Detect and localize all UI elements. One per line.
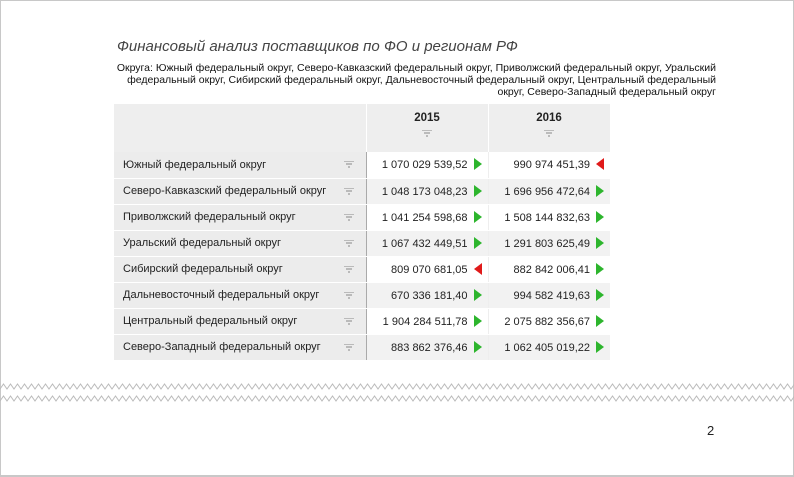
trend-up-icon <box>473 210 482 223</box>
table-row: Дальневосточный федеральный округ 670 33… <box>114 282 610 309</box>
filter-description: Округа: Южный федеральный округ, Северо-… <box>116 62 716 98</box>
filter-icon[interactable] <box>343 161 354 168</box>
data-table: 2015 2016 Южный федеральный округ 1 070 … <box>114 104 611 361</box>
cell-2016: 1 062 405 019,22 <box>488 334 610 361</box>
cell-2016: 1 696 956 472,64 <box>488 178 610 205</box>
trend-up-icon <box>596 340 604 353</box>
cell-2016: 990 974 451,39 <box>488 152 610 179</box>
filter-icon[interactable] <box>343 291 354 299</box>
table-row: Уральский федеральный округ 1 067 432 44… <box>114 230 610 257</box>
row-label[interactable]: Центральный федеральный округ <box>114 308 367 335</box>
column-header-2016[interactable]: 2016 <box>488 104 611 152</box>
header-corner <box>114 104 367 152</box>
trend-up-icon <box>596 184 604 197</box>
table-row: Северо-Западный федеральный округ 883 86… <box>114 334 610 361</box>
cell-2015: 1 048 173 048,23 <box>366 178 489 205</box>
filter-icon[interactable] <box>343 343 354 351</box>
filter-icon[interactable] <box>343 187 354 195</box>
table-header: 2015 2016 <box>114 104 611 152</box>
cell-2016: 1 508 144 832,63 <box>488 204 610 231</box>
row-label[interactable]: Северо-Кавказский федеральный округ <box>114 178 367 205</box>
trend-up-icon <box>596 236 604 249</box>
table-row: Приволжский федеральный округ 1 041 254 … <box>114 204 610 231</box>
cell-2016: 882 842 006,41 <box>488 256 610 283</box>
filter-icon[interactable] <box>343 239 354 247</box>
report-title: Финансовый анализ поставщиков по ФО и ре… <box>117 38 518 55</box>
row-label[interactable]: Южный федеральный округ <box>114 152 367 179</box>
cell-2015: 883 862 376,46 <box>366 334 489 361</box>
page-number: 2 <box>707 423 715 438</box>
page-break-top-edge <box>0 383 794 390</box>
cell-2015: 809 070 681,05 <box>366 256 489 283</box>
table-row: Центральный федеральный округ 1 904 284 … <box>114 308 610 335</box>
trend-up-icon <box>473 340 482 353</box>
filter-icon[interactable] <box>422 130 432 137</box>
column-header-2015[interactable]: 2015 <box>366 104 489 152</box>
trend-up-icon <box>473 314 482 327</box>
trend-up-icon <box>596 288 604 301</box>
trend-up-icon <box>473 158 482 171</box>
page-break-bottom-edge <box>0 395 794 402</box>
trend-down-icon <box>473 262 482 275</box>
filter-icon[interactable] <box>343 317 354 325</box>
cell-2015: 670 336 181,40 <box>366 282 489 309</box>
cell-2016: 994 582 419,63 <box>488 282 610 309</box>
filter-icon[interactable] <box>343 265 354 273</box>
row-label[interactable]: Северо-Западный федеральный округ <box>114 334 367 361</box>
trend-up-icon <box>473 184 482 197</box>
trend-up-icon <box>596 314 604 327</box>
cell-2016: 2 075 882 356,67 <box>488 308 610 335</box>
trend-down-icon <box>596 158 604 171</box>
cell-2016: 1 291 803 625,49 <box>488 230 610 257</box>
filter-icon[interactable] <box>343 213 354 221</box>
row-label[interactable]: Дальневосточный федеральный округ <box>114 282 367 309</box>
cell-2015: 1 041 254 598,68 <box>366 204 489 231</box>
trend-up-icon <box>596 210 604 223</box>
trend-up-icon <box>596 262 604 275</box>
row-label[interactable]: Сибирский федеральный округ <box>114 256 367 283</box>
row-label[interactable]: Приволжский федеральный округ <box>114 204 367 231</box>
cell-2015: 1 904 284 511,78 <box>366 308 489 335</box>
filter-icon[interactable] <box>544 130 554 137</box>
cell-2015: 1 067 432 449,51 <box>366 230 489 257</box>
table-row: Южный федеральный округ 1 070 029 539,52… <box>114 152 610 179</box>
trend-up-icon <box>473 288 482 301</box>
row-label[interactable]: Уральский федеральный округ <box>114 230 367 257</box>
cell-2015: 1 070 029 539,52 <box>366 152 489 179</box>
table-row: Сибирский федеральный округ 809 070 681,… <box>114 256 610 283</box>
trend-up-icon <box>473 236 482 249</box>
table-row: Северо-Кавказский федеральный округ 1 04… <box>114 178 610 205</box>
